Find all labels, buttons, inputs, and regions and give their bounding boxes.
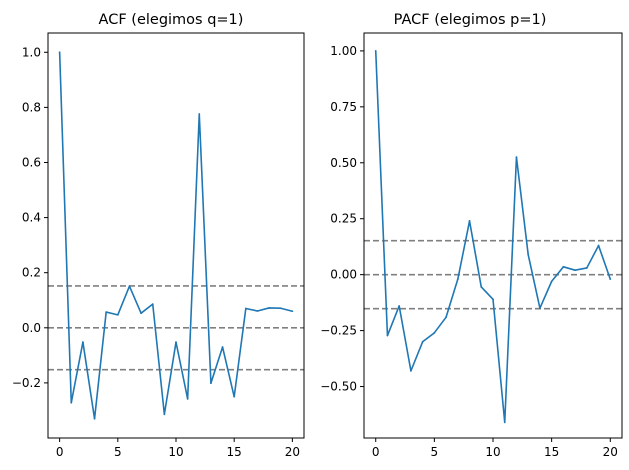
pacf-axes-frame xyxy=(363,32,623,439)
pacf-x-tick-label-1: 5 xyxy=(431,445,439,459)
acf-axes-frame xyxy=(47,32,305,439)
pacf-x-tick-label-4: 20 xyxy=(603,445,618,459)
pacf-point-1 xyxy=(386,334,389,337)
acf-x-tick-label-3: 15 xyxy=(227,445,242,459)
pacf-point-15 xyxy=(550,280,553,283)
pacf-y-tick-label-5: 0.75 xyxy=(330,100,357,114)
acf-point-20 xyxy=(291,310,294,313)
pacf-y-tick-label-4: 0.50 xyxy=(330,156,357,170)
acf-point-15 xyxy=(233,395,236,398)
pacf-point-2 xyxy=(398,305,401,307)
acf-point-10 xyxy=(175,341,177,344)
pacf-x-tick-label-2: 10 xyxy=(485,445,500,459)
acf-point-0 xyxy=(58,51,61,54)
pacf-y-tick-label-2: 0.00 xyxy=(330,268,357,282)
pacf-title: PACF (elegimos p=1) xyxy=(394,12,547,28)
acf-point-16 xyxy=(244,307,247,310)
acf-point-13 xyxy=(210,382,212,385)
pacf-point-12 xyxy=(515,156,518,159)
acf-series xyxy=(58,51,294,420)
acf-point-3 xyxy=(93,417,96,420)
acf-point-5 xyxy=(116,313,119,316)
acf-point-14 xyxy=(221,346,224,348)
pacf-point-7 xyxy=(456,278,459,281)
acf-point-19 xyxy=(279,307,282,310)
acf-y-tick-label-2: 0.2 xyxy=(22,266,41,280)
acf-x-tick-label-2: 10 xyxy=(168,445,183,459)
pacf-point-0 xyxy=(374,50,377,52)
acf-point-7 xyxy=(140,312,142,315)
acf-x-tick-label-0: 0 xyxy=(56,445,64,459)
acf-y-tick-label-5: 0.8 xyxy=(22,100,41,114)
acf-point-8 xyxy=(151,303,154,306)
pacf-panel: PACF (elegimos p=1) 0 5 10 15 20 −0.50 −0.25 0… xyxy=(320,12,623,459)
acf-y-axis: −0.2 0.0 0.2 0.4 0.6 0.8 1.0 xyxy=(12,45,48,390)
pacf-point-11 xyxy=(503,421,506,424)
pacf-x-tick-label-3: 15 xyxy=(544,445,559,459)
pacf-y-tick-label-1: −0.25 xyxy=(320,324,357,338)
pacf-point-9 xyxy=(480,286,483,288)
pacf-y-tick-label-3: 0.25 xyxy=(330,212,357,226)
acf-y-tick-label-1: 0.0 xyxy=(22,321,41,335)
acf-x-axis: 0 5 10 15 20 xyxy=(56,438,300,459)
pacf-point-18 xyxy=(585,267,588,269)
pacf-x-axis: 0 5 10 15 20 xyxy=(372,438,618,459)
acf-point-1 xyxy=(70,401,73,404)
acf-y-tick-label-0: −0.2 xyxy=(12,376,41,390)
pacf-point-10 xyxy=(492,298,494,301)
pacf-y-axis: −0.50 −0.25 0.00 0.25 0.50 0.75 1.00 xyxy=(320,44,364,394)
pacf-point-14 xyxy=(539,307,541,310)
pacf-point-5 xyxy=(433,331,436,334)
pacf-point-13 xyxy=(527,253,530,256)
acf-series-line xyxy=(58,52,293,420)
acf-point-2 xyxy=(82,341,84,344)
acf-point-12 xyxy=(198,113,201,115)
pacf-y-tick-label-6: 1.00 xyxy=(330,44,357,58)
pacf-point-6 xyxy=(445,316,447,319)
pacf-point-8 xyxy=(468,220,471,222)
acf-panel: ACF (elegimos q=1) 0 5 10 15 20 −0.2 0.0 0.2 0.… xyxy=(12,12,305,459)
pacf-point-3 xyxy=(410,369,412,372)
acf-title: ACF (elegimos q=1) xyxy=(99,12,244,28)
pacf-point-20 xyxy=(609,278,612,281)
pacf-point-19 xyxy=(597,244,600,247)
acf-point-4 xyxy=(105,311,108,313)
acf-point-11 xyxy=(186,397,189,400)
acf-y-tick-label-4: 0.6 xyxy=(22,155,41,169)
acf-y-tick-label-6: 1.0 xyxy=(22,45,41,59)
pacf-x-tick-label-0: 0 xyxy=(372,445,380,459)
pacf-point-4 xyxy=(421,340,424,343)
pacf-point-16 xyxy=(562,265,565,268)
acf-point-18 xyxy=(268,307,270,309)
acf-point-17 xyxy=(256,310,259,312)
acf-point-9 xyxy=(163,413,166,416)
pacf-series xyxy=(374,50,612,424)
acf-x-tick-label-1: 5 xyxy=(114,445,122,459)
pacf-reference-lines xyxy=(364,239,622,310)
pacf-series-line xyxy=(374,50,612,424)
pacf-point-17 xyxy=(574,269,576,272)
pacf-y-tick-label-0: −0.50 xyxy=(320,380,357,394)
acf-point-6 xyxy=(128,285,131,288)
acf-reference-lines xyxy=(48,285,304,371)
acf-y-tick-label-3: 0.4 xyxy=(22,211,41,225)
acf-x-tick-label-4: 20 xyxy=(285,445,300,459)
